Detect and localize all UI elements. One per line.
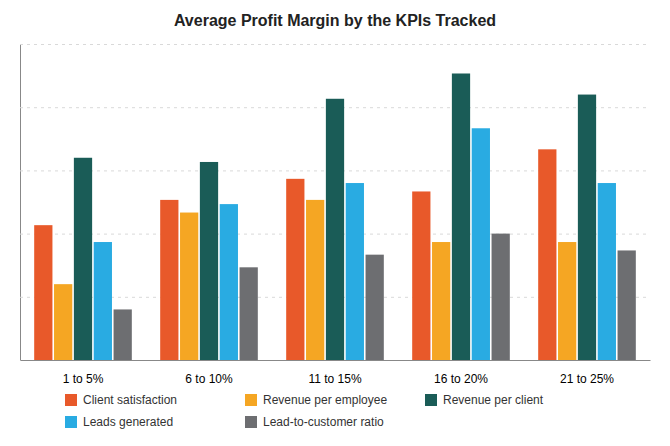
legend: Client satisfaction Revenue per employee R…: [65, 393, 544, 429]
legend-label: Client satisfaction: [83, 393, 177, 407]
bar: [326, 99, 344, 360]
plot: 1 to 5% 6 to 10% 11 to 15% 16 to 20% 21 to 2…: [20, 45, 651, 387]
x-tick-label: 6 to 10%: [185, 372, 233, 386]
bar: [578, 95, 596, 360]
x-tick: 11 to 15%: [308, 372, 361, 386]
bar: [538, 149, 556, 360]
legend-swatch: [245, 416, 257, 428]
bars: [34, 73, 636, 360]
bar-series: [94, 128, 616, 360]
grid-line: [20, 360, 650, 361]
legend-label: Lead-to-customer ratio: [263, 415, 384, 429]
y-axis: [20, 45, 650, 361]
x-axis-line: [21, 360, 651, 361]
bar: [492, 234, 510, 360]
x-tick-label: 1 to 5%: [63, 372, 104, 386]
x-tick: 1 to 5%: [63, 372, 104, 386]
legend-swatch: [425, 394, 437, 406]
bar: [34, 225, 52, 360]
x-tick-label: 21 to 25%: [560, 372, 614, 386]
legend-label: Revenue per client: [443, 393, 544, 407]
legend-label: Leads generated: [83, 415, 173, 429]
legend-swatch: [65, 394, 77, 406]
bar: [114, 309, 132, 360]
bar: [558, 242, 576, 360]
bar: [74, 158, 92, 360]
bar: [452, 73, 470, 360]
legend-swatch: [65, 416, 77, 428]
x-tick: 16 to 20%: [434, 372, 488, 386]
legend-label: Revenue per employee: [263, 393, 387, 407]
y-axis-line: [20, 45, 21, 361]
x-tick: 21 to 25%: [560, 372, 614, 386]
title: Average Profit Margin by the KPIs Tracke…: [174, 12, 496, 29]
x-axis: 1 to 5% 6 to 10% 11 to 15% 16 to 20% 21 to 2…: [21, 361, 651, 387]
x-tick-label: 16 to 20%: [434, 372, 488, 386]
bar: [54, 284, 72, 360]
grid-line: [20, 44, 650, 45]
bar: [200, 162, 218, 360]
x-tick: 6 to 10%: [185, 372, 233, 386]
bar: [618, 250, 636, 360]
bar: [346, 183, 364, 360]
bar: [412, 191, 430, 360]
y-tick: [20, 360, 650, 361]
chart: Average Profit Margin by the KPIs Tracke…: [0, 0, 670, 446]
bar: [94, 242, 112, 360]
x-tick-label: 11 to 15%: [308, 372, 361, 386]
legend-item: Lead-to-customer ratio: [245, 415, 384, 429]
bar-series: [74, 73, 596, 360]
legend-item: Revenue per employee: [245, 393, 387, 407]
bar: [598, 183, 616, 360]
bar: [472, 128, 490, 360]
legend-item: Revenue per client: [425, 393, 544, 407]
legend-item: Leads generated: [65, 415, 173, 429]
bar: [180, 213, 198, 360]
bar: [432, 242, 450, 360]
bar: [160, 200, 178, 360]
bar: [286, 179, 304, 360]
legend-item: Client satisfaction: [65, 393, 177, 407]
bar: [240, 267, 258, 360]
y-tick: [20, 44, 650, 45]
legend-swatch: [245, 394, 257, 406]
bar-series: [54, 200, 576, 360]
bar-series: [114, 234, 636, 360]
bar: [220, 204, 238, 360]
bar: [306, 200, 324, 360]
bar: [366, 255, 384, 360]
